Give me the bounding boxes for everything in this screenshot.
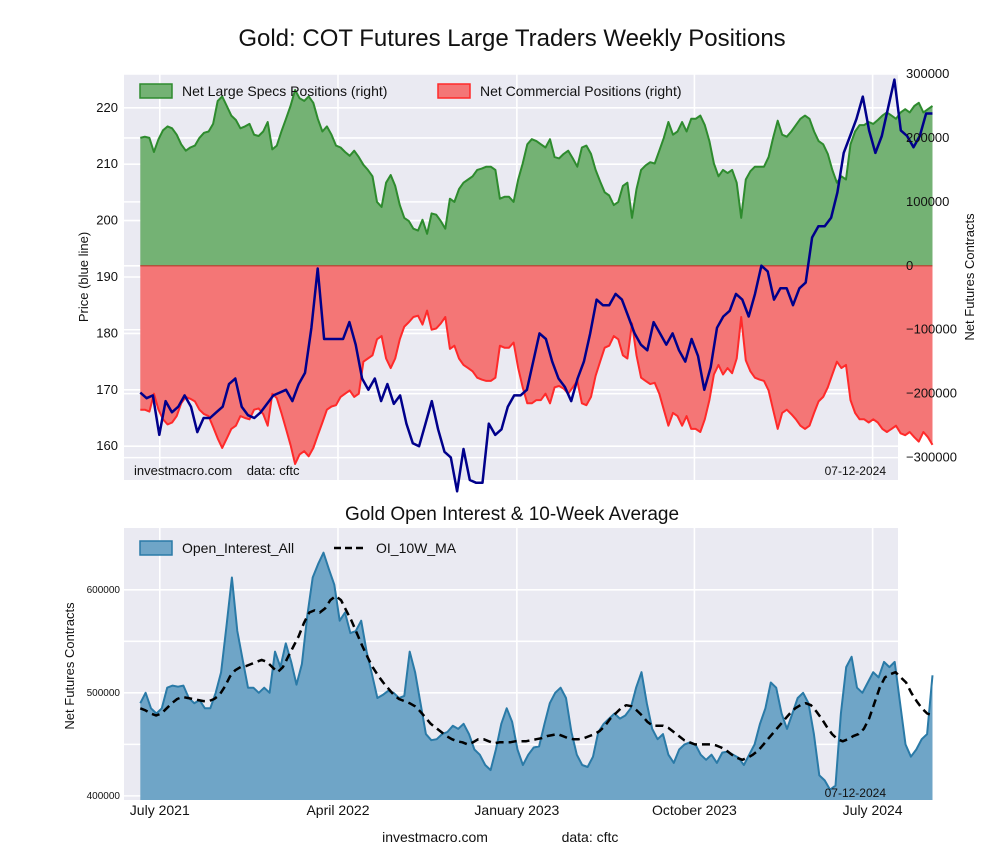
footer-site: investmacro.com: [382, 829, 488, 845]
open-interest-line: [139, 551, 934, 791]
open-interest-area: [139, 551, 934, 800]
x-tick-label: July 2024: [843, 802, 903, 818]
top-positions-areas: [140, 89, 934, 465]
top-price-line: [139, 78, 933, 493]
bottom-panel-title: Gold Open Interest & 10-Week Average: [345, 504, 679, 525]
x-tick-label: April 2022: [306, 802, 369, 818]
top-right-tick-label: 0: [906, 258, 913, 273]
oi-moving-average-line: [139, 594, 933, 762]
top-right-tick-label: −100000: [906, 322, 957, 337]
top-left-axis-ticks: 160 170 180 190 200 210 220: [96, 100, 118, 453]
legend-swatch-specs: [139, 83, 173, 99]
price-line: [139, 78, 933, 493]
top-left-tick-label: 210: [96, 156, 118, 171]
figure-title: Gold: COT Futures Large Traders Weekly P…: [238, 25, 785, 52]
bottom-date-stamp: 07-12-2024: [825, 786, 887, 800]
moving-average-line: [139, 594, 933, 762]
legend-swatch-commercial: [437, 83, 471, 99]
top-right-axis-ticks: −300000 −200000 −100000 0 100000 200000 300000: [906, 66, 957, 465]
bottom-tick-label: 400000: [87, 791, 121, 802]
top-left-tick-label: 190: [96, 269, 118, 284]
top-left-tick-label: 180: [96, 325, 118, 340]
bottom-axis-label: Net Futures Contracts: [62, 602, 77, 730]
top-right-tick-label: −300000: [906, 450, 957, 465]
legend-label-commercial: Net Commercial Positions (right): [480, 83, 682, 99]
top-left-axis-label: Price (blue line): [76, 232, 91, 322]
top-watermark: investmacro.com data: cftc: [134, 463, 300, 478]
top-right-tick-label: −200000: [906, 386, 957, 401]
legend-label-oi: Open_Interest_All: [182, 540, 294, 556]
top-left-tick-label: 200: [96, 213, 118, 228]
specs-line: [140, 89, 934, 235]
commercial-area-fill: [140, 265, 933, 464]
x-tick-label: January 2023: [474, 802, 559, 818]
x-tick-label: July 2021: [130, 802, 190, 818]
legend-label-ma: OI_10W_MA: [376, 540, 457, 556]
top-panel: 160 170 180 190 200 210 220 −300000 −200000 −100…: [76, 66, 977, 493]
legend-swatch-oi: [139, 540, 173, 556]
top-left-tick-label: 220: [96, 100, 118, 115]
bottom-legend: Open_Interest_All OI_10W_MA: [139, 540, 457, 556]
bottom-tick-label: 500000: [87, 688, 121, 699]
top-left-tick-label: 160: [96, 438, 118, 453]
top-left-tick-label: 170: [96, 382, 118, 397]
top-right-tick-label: 200000: [906, 130, 949, 145]
specs-area-fill: [140, 90, 933, 266]
top-legend: Net Large Specs Positions (right) Net Co…: [139, 83, 682, 99]
bottom-tick-label: 600000: [87, 585, 121, 596]
top-right-axis-label: Net Futures Contracts: [962, 213, 977, 341]
legend-label-specs: Net Large Specs Positions (right): [182, 83, 387, 99]
x-axis-ticks: July 2021 April 2022 January 2023 October 2…: [130, 802, 903, 818]
x-tick-label: October 2023: [652, 802, 737, 818]
bottom-left-axis-ticks: 400000 500000 600000: [87, 585, 121, 802]
top-right-tick-label: 100000: [906, 194, 949, 209]
bottom-panel: Gold Open Interest & 10-Week Average 400…: [62, 504, 934, 818]
top-date-stamp: 07-12-2024: [825, 464, 887, 478]
top-right-tick-label: 300000: [906, 66, 949, 81]
commercial-line: [140, 309, 934, 465]
footer-data-source: data: cftc: [562, 829, 619, 845]
